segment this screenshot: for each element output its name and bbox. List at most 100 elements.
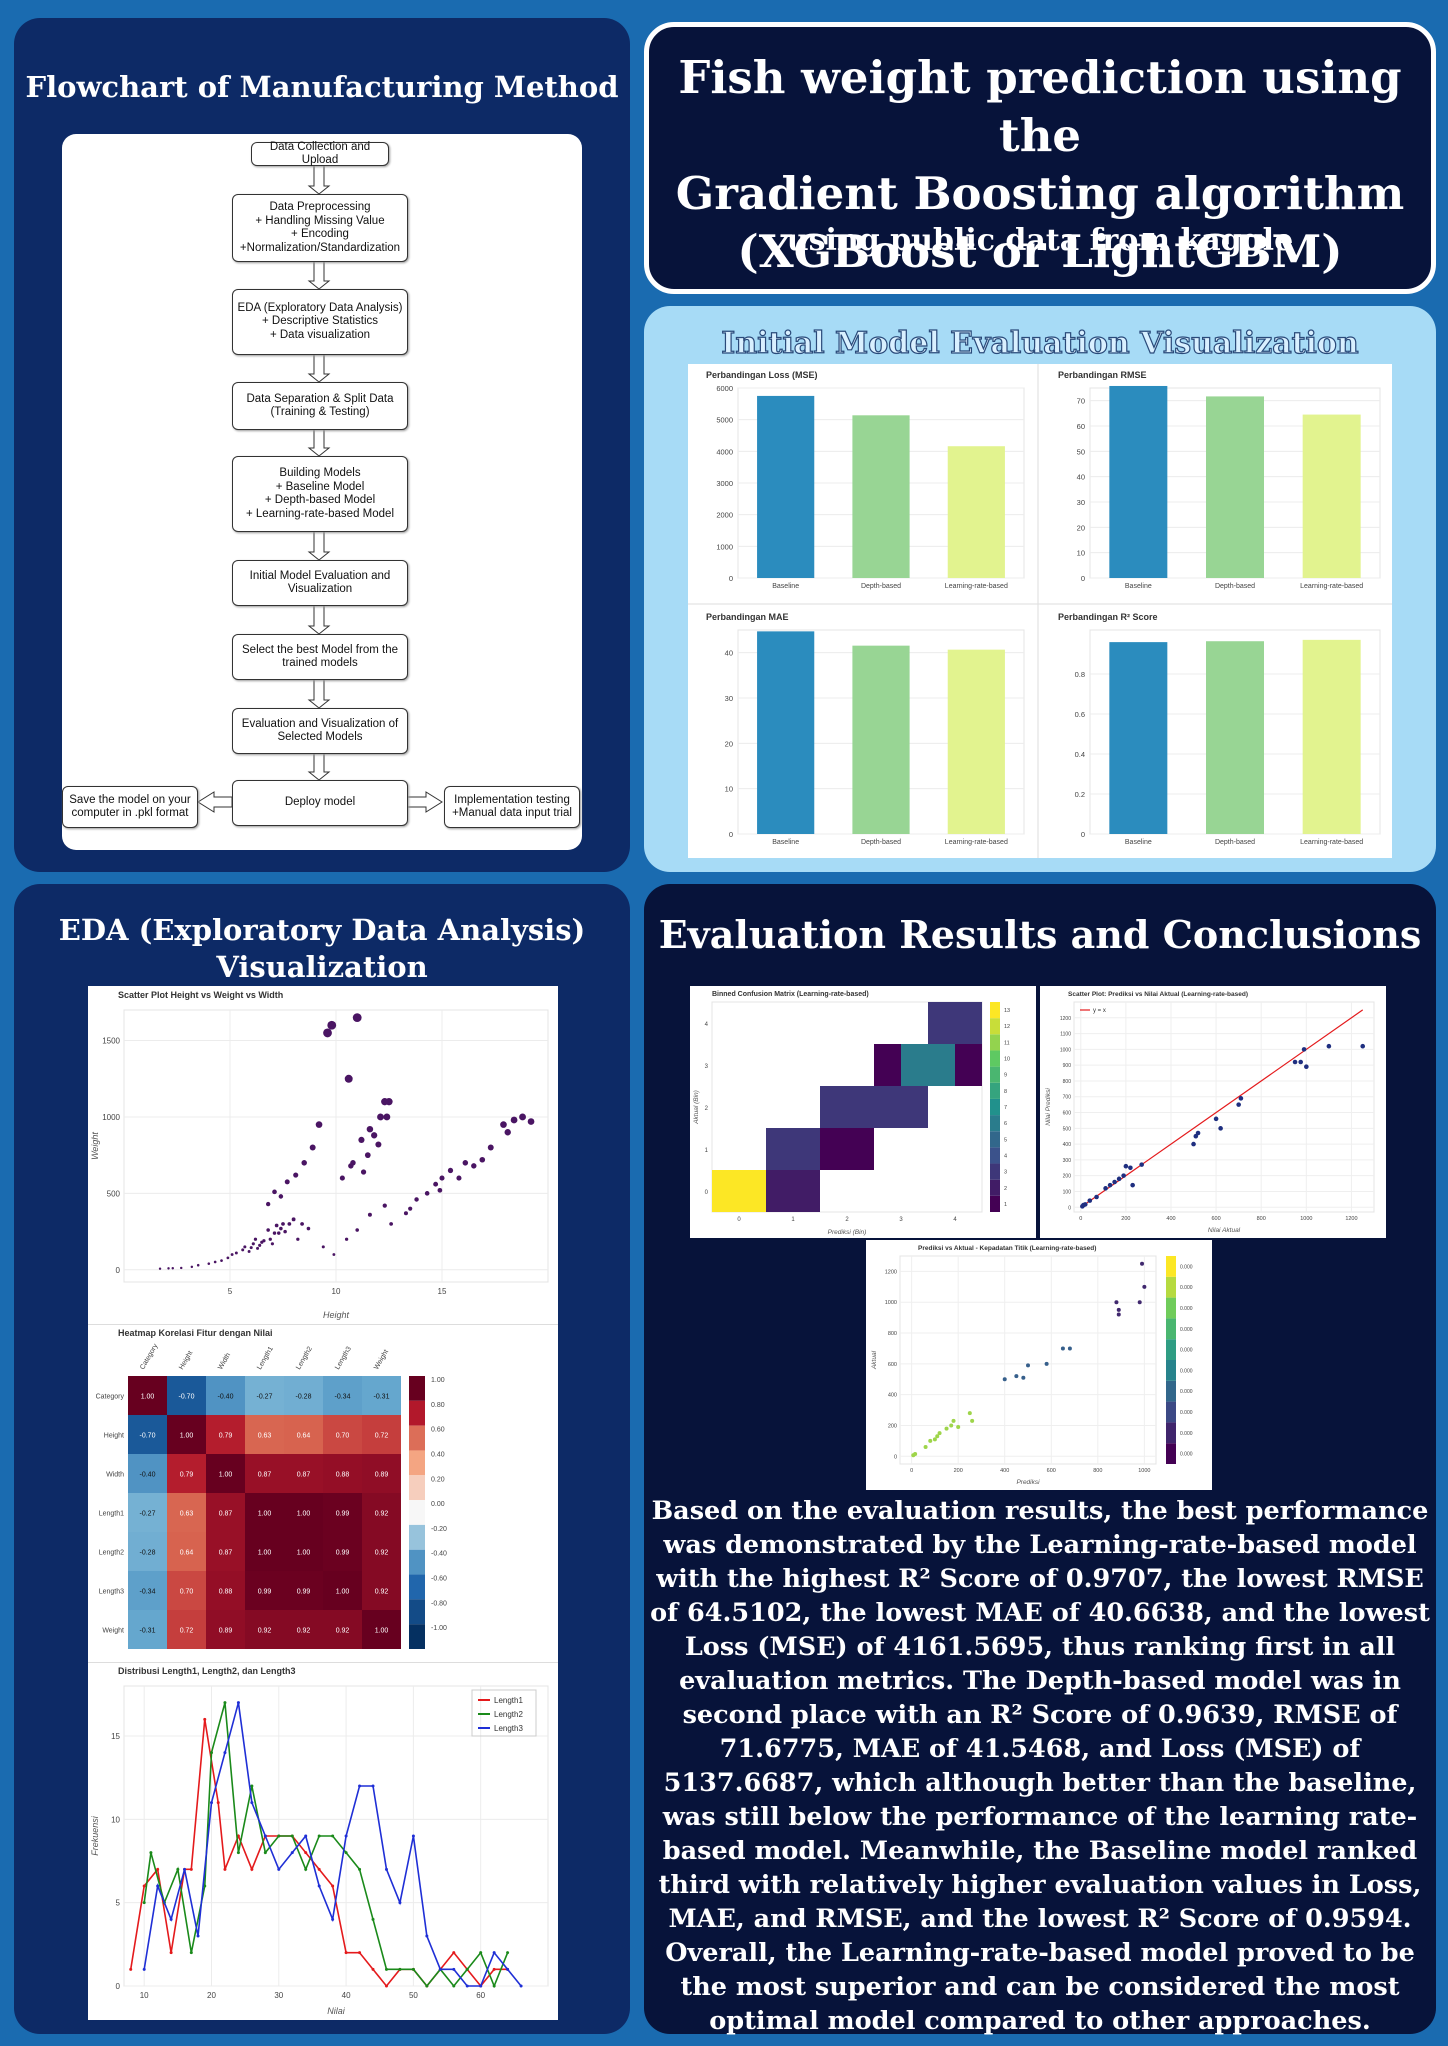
flowchart-panel: Flowchart of Manufacturing Method Data C… (14, 18, 630, 872)
scatter-point (414, 1197, 419, 1202)
eda-heading-line-1: EDA (Exploratory Data Analysis) (58, 913, 586, 947)
colorbar-label: 11 (1004, 1040, 1010, 1046)
scatter-point (1236, 1102, 1241, 1107)
x-tick-label: 800 (1257, 1216, 1266, 1222)
series-point (384, 1967, 388, 1971)
y-axis-label: Nilai Prediksi (1045, 1088, 1052, 1126)
scatter-point (1116, 1176, 1122, 1182)
heatmap-cell (245, 1610, 284, 1649)
colorbar-label: 0.000 (1180, 1410, 1193, 1416)
heatmap-value: 1.00 (336, 1589, 350, 1596)
bar-depth-based (1206, 641, 1264, 834)
scatter-point (262, 1239, 266, 1243)
colorbar-label: 4 (1004, 1153, 1007, 1159)
confusion-cell (820, 1086, 874, 1128)
heatmap-row-label: Length3 (99, 1589, 124, 1596)
y-tick-label: 600 (888, 1362, 897, 1368)
y-tick-label: 1 (705, 1148, 709, 1154)
heatmap-cell (128, 1493, 167, 1532)
series-point (452, 1951, 456, 1955)
heatmap-cell (128, 1532, 167, 1571)
series-point (304, 1834, 308, 1838)
y-tick-label: 0 (116, 1266, 121, 1275)
heatmap-cell (128, 1376, 167, 1415)
density-point (967, 1411, 972, 1416)
heatmap-cell (245, 1454, 284, 1493)
scatter-point (270, 1242, 274, 1246)
y-tick-label: 30 (725, 694, 733, 703)
scatter-point (339, 1175, 345, 1181)
series-point (492, 1951, 496, 1955)
series-point (290, 1834, 294, 1838)
heatmap-cell (323, 1415, 362, 1454)
chart-title: Perbandingan MAE (706, 612, 789, 622)
series-point (492, 1967, 496, 1971)
scatter-point (462, 1160, 469, 1166)
heatmap-cell (245, 1532, 284, 1571)
series-point (236, 1851, 240, 1855)
heatmap-row-label: Width (106, 1472, 124, 1479)
heatmap-value: 0.89 (375, 1472, 389, 1479)
title-panel: Fish weight prediction using the Gradien… (644, 22, 1436, 294)
density-point (935, 1434, 940, 1439)
series-point (263, 1834, 267, 1838)
y-axis-label: Frekuensi (90, 1815, 100, 1856)
bar-learning-rate-based (1302, 639, 1361, 834)
heatmap-cell (245, 1376, 284, 1415)
flow-arrow-1-shape (307, 163, 331, 195)
series-point (223, 1701, 227, 1705)
x-axis-label: Height (323, 1310, 350, 1320)
scatter-point (287, 1222, 292, 1226)
colorbar-label: 0.00 (431, 1501, 445, 1508)
density-point (944, 1426, 949, 1431)
scatter-point (167, 1267, 170, 1270)
heatmap-cell (284, 1493, 323, 1532)
series-point (479, 1984, 483, 1988)
y-tick-label: 300 (1063, 1158, 1072, 1164)
colorbar-label: 0.000 (1180, 1285, 1193, 1291)
confusion-cell (712, 1170, 766, 1212)
x-tick-label: 50 (409, 1991, 418, 2000)
plot-area (899, 1255, 1157, 1465)
y-tick-label: 15 (111, 1732, 120, 1741)
flowchart-heading: Flowchart of Manufacturing Method (25, 70, 619, 104)
scatter-point (306, 1226, 311, 1231)
heatmap-cell (206, 1571, 245, 1610)
scatter-point (247, 1249, 251, 1253)
series-point (506, 1967, 510, 1971)
heatmap-value: 0.72 (180, 1628, 194, 1635)
heatmap-col-label: Category (139, 1342, 160, 1371)
heatmap-value: 1.00 (375, 1628, 389, 1635)
colorbar-label: 0.80 (431, 1402, 445, 1409)
bar-baseline (1109, 642, 1168, 834)
density-point (1142, 1284, 1147, 1289)
length-distribution-chart: Distribusi Length1, Length2, dan Length3… (88, 1662, 558, 2016)
colorbar-swatch (409, 1475, 425, 1501)
scatter-point (1360, 1043, 1366, 1049)
bar-learning-rate-based (1302, 414, 1361, 578)
colorbar-label: 3 (1004, 1170, 1007, 1176)
heatmap-value: -0.28 (296, 1394, 312, 1401)
scatter-point (1107, 1182, 1113, 1188)
eda-heading: EDA (Exploratory Data Analysis) Visualiz… (14, 912, 630, 986)
scatter-point (479, 1156, 486, 1163)
confusion-cell (901, 1044, 955, 1086)
scatter-point (243, 1245, 247, 1249)
heatmap-col-label: Length1 (256, 1345, 275, 1371)
scatter-point (327, 1020, 337, 1030)
heatmap-cell (362, 1532, 401, 1571)
x-tick-label: 3 (899, 1217, 903, 1223)
heatmap-cell (323, 1454, 362, 1493)
colorbar-label: 13 (1004, 1008, 1010, 1014)
heatmap-cell (362, 1610, 401, 1649)
bar-depth-based (852, 415, 910, 578)
scatter-point (1130, 1182, 1135, 1188)
scatter-point (251, 1242, 255, 1246)
x-tick-label: 20 (207, 1991, 216, 2000)
heatmap-cell (128, 1610, 167, 1649)
series-point (156, 1884, 160, 1888)
density-point (1067, 1346, 1072, 1351)
flowchart-card: Data Collection and Upload Data Preproces… (62, 134, 582, 850)
y-tick-label: 0 (1081, 574, 1085, 583)
heatmap-cell (284, 1532, 323, 1571)
